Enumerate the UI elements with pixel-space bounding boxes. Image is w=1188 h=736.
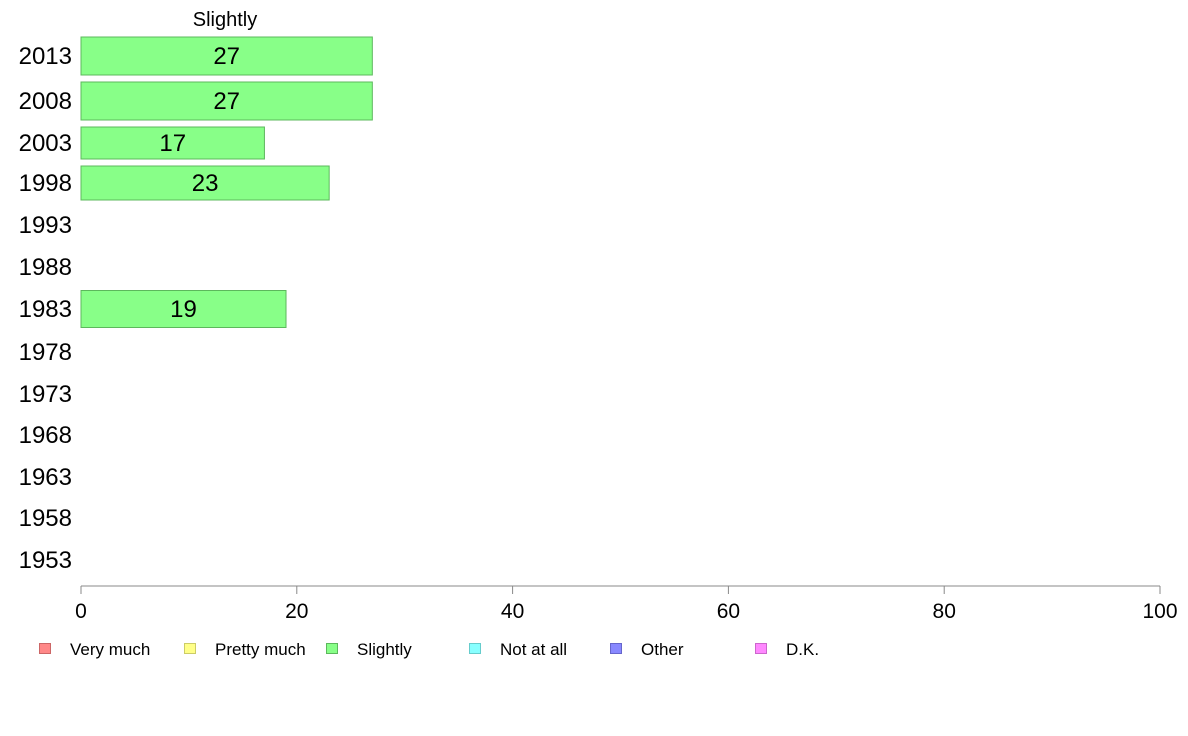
legend-swatch: [39, 643, 51, 654]
x-tick-label: 0: [75, 600, 87, 623]
legend-label: Pretty much: [215, 640, 306, 659]
x-tick-label: 80: [933, 600, 956, 623]
legend-swatch: [610, 643, 622, 654]
x-tick-label: 40: [501, 600, 524, 623]
x-tick-label: 60: [717, 600, 740, 623]
y-tick-label: 1958: [19, 505, 72, 532]
y-tick-label: 1998: [19, 170, 72, 197]
bar-value-label: 19: [170, 296, 197, 323]
y-tick-label: 1953: [19, 547, 72, 574]
chart-title: Slightly: [193, 9, 257, 31]
bar: [80, 81, 373, 121]
bar-value-label: 27: [213, 43, 240, 70]
legend-swatch: [469, 643, 481, 654]
y-tick-label: 1988: [19, 254, 72, 281]
bar: [80, 36, 373, 76]
legend-label: Not at all: [500, 640, 568, 659]
bar-value-label: 17: [159, 130, 186, 157]
legend-swatch: [184, 643, 196, 654]
y-tick-label: 2013: [19, 43, 72, 70]
x-tick-label: 20: [285, 600, 308, 623]
y-tick-label: 2008: [19, 88, 72, 115]
y-tick-label: 1978: [19, 339, 72, 366]
legend-label: Other: [641, 640, 684, 659]
y-tick-label: 1968: [19, 422, 72, 449]
y-tick-label: 2003: [19, 130, 72, 157]
y-axis-labels: 2013 2008 2003 1998 1993 1988 1983 1978 1973 1968…: [19, 43, 72, 574]
bar-value-label: 23: [192, 170, 219, 197]
y-tick-label: 1983: [19, 296, 72, 323]
bar: [80, 126, 265, 160]
y-tick-label: 1963: [19, 464, 72, 491]
x-axis: 0 20 40 60 80 100: [75, 585, 1178, 623]
bar: [80, 290, 287, 328]
legend-swatch: [326, 643, 338, 654]
legend-label: Very much: [70, 640, 151, 659]
legend-label: D.K.: [786, 640, 820, 659]
x-tick-label: 100: [1142, 600, 1177, 623]
bar-value-label: 27: [213, 88, 240, 115]
legend-swatch: [755, 643, 767, 654]
legend-label: Slightly: [357, 640, 412, 659]
y-tick-label: 1973: [19, 381, 72, 408]
bar: [80, 165, 330, 201]
y-tick-label: 1993: [19, 212, 72, 239]
